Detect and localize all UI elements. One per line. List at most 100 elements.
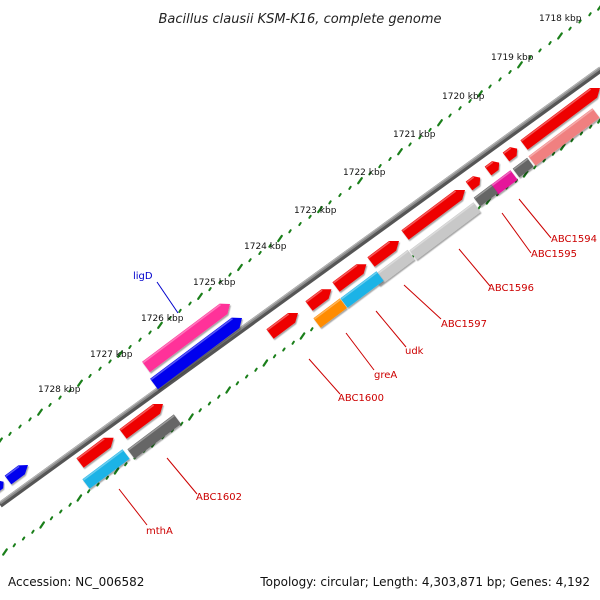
feature-bar-7[interactable] — [332, 264, 367, 292]
outer-tick-60 — [557, 32, 563, 40]
outer-tick-54 — [498, 77, 502, 82]
inner-tick-56 — [522, 170, 529, 178]
outer-tick-44 — [397, 148, 403, 156]
feature-bar-13[interactable] — [0, 480, 4, 493]
feature-bar-16-highlight — [491, 170, 512, 187]
feature-bar-6[interactable] — [367, 241, 399, 267]
feature-bar-1[interactable] — [520, 88, 600, 150]
gene-ABC1602[interactable]: ABC1602 — [166, 457, 242, 503]
feature-bar-10[interactable] — [119, 404, 163, 439]
genome-summary-text: Topology: circular; Length: 4,303,871 bp… — [259, 575, 590, 589]
outer-tick-46 — [418, 135, 422, 140]
outer-tick-20 — [157, 321, 163, 329]
inner-tick-11 — [105, 475, 109, 480]
inner-tick-26 — [245, 374, 249, 379]
feature-bar-22-highlight — [128, 415, 175, 451]
outer-tick-43 — [388, 156, 392, 161]
inner-tick-30 — [282, 347, 286, 352]
gene-label-ABC1595: ABC1595 — [531, 249, 577, 260]
inner-tick-20 — [188, 413, 194, 421]
feature-bar-14[interactable] — [528, 108, 600, 166]
feature-bar-21[interactable] — [313, 298, 347, 328]
feature-bar-10-highlight — [120, 404, 155, 431]
inner-tick-60 — [559, 143, 566, 151]
gene-ABC1597[interactable]: ABC1597 — [403, 284, 487, 330]
outer-tick-30 — [258, 250, 262, 255]
feature-bar-11[interactable] — [76, 437, 114, 468]
feature-bar-4[interactable] — [465, 176, 481, 191]
feature-bar-15[interactable] — [512, 157, 534, 178]
feature-bar-23[interactable] — [82, 449, 130, 489]
inner-tick-24 — [225, 386, 231, 394]
gene-ligD[interactable]: ligD — [133, 271, 179, 314]
outer-tick-27 — [228, 272, 232, 277]
tick-label-9: 1727 kbp — [90, 350, 133, 360]
outer-tick-10 — [58, 395, 62, 400]
inner-tick-1 — [12, 543, 16, 548]
outer-tick-35 — [308, 214, 312, 219]
tick-label-8: 1726 kbp — [141, 314, 184, 324]
feature-bar-20[interactable] — [340, 271, 384, 308]
gene-features — [0, 88, 600, 493]
feature-bar-4-highlight — [466, 176, 475, 183]
feature-bar-3[interactable] — [484, 161, 500, 176]
gene-label-ABC1602: ABC1602 — [196, 492, 242, 503]
inner-tick-2 — [21, 536, 26, 541]
inner-tick-3 — [31, 529, 35, 534]
outer-tick-34 — [298, 222, 302, 227]
feature-bar-12[interactable] — [4, 465, 28, 485]
feature-bar-1-highlight — [521, 88, 592, 142]
feature-bar-18-highlight — [410, 202, 475, 252]
feature-bar-5[interactable] — [401, 190, 465, 240]
inner-tick-0 — [2, 548, 8, 556]
outer-tick-58 — [538, 48, 542, 53]
outer-tick-6 — [18, 424, 22, 429]
outer-tick-19 — [148, 330, 152, 335]
outer-tick-14 — [98, 366, 102, 371]
feature-bar-22[interactable] — [127, 414, 181, 459]
outer-tick-57 — [528, 55, 532, 60]
feature-bar-19[interactable] — [372, 249, 415, 286]
gene-ABC1594[interactable]: ABC1594 — [518, 198, 597, 245]
tick-label-6: 1724 kbp — [244, 242, 287, 252]
inner-tick-7 — [68, 502, 72, 507]
feature-bar-2-highlight — [503, 147, 512, 154]
feature-bar-8[interactable] — [305, 289, 332, 311]
feature-bar-23-highlight — [83, 449, 124, 481]
feature-bar-6-highlight — [368, 241, 391, 259]
inner-tick-25 — [235, 381, 240, 386]
inner-tick-8 — [76, 494, 83, 502]
outer-tick-11 — [68, 388, 72, 393]
inner-tick-23 — [217, 394, 221, 399]
inner-tick-10 — [96, 482, 100, 487]
gene-udk[interactable]: udk — [375, 310, 424, 357]
accession-text: Accession: NC_006582 — [8, 575, 144, 589]
gene-ABC1596[interactable]: ABC1596 — [458, 248, 534, 294]
gene-mthA[interactable]: mthA — [118, 488, 173, 537]
feature-bar-17-highlight — [474, 185, 493, 199]
feature-bar-ligD-lower[interactable] — [150, 317, 242, 390]
inner-tick-33 — [310, 327, 314, 332]
gene-greA[interactable]: greA — [345, 332, 397, 381]
inner-tick-22 — [207, 401, 212, 406]
inner-tick-63 — [589, 124, 593, 129]
outer-tick-47 — [428, 127, 432, 132]
feature-bar-16[interactable] — [490, 170, 518, 195]
gene-label-ABC1597: ABC1597 — [441, 319, 487, 330]
outer-tick-31 — [268, 243, 272, 248]
feature-bar-8-highlight — [306, 289, 323, 303]
inner-tick-21 — [198, 408, 202, 413]
tick-label-7: 1725 kbp — [193, 278, 236, 288]
feature-bar-ligD-lower-highlight — [150, 318, 233, 381]
outer-tick-track — [0, 5, 600, 443]
feature-bar-9[interactable] — [266, 313, 298, 339]
gene-ABC1595[interactable]: ABC1595 — [501, 212, 577, 260]
gene-ABC1600[interactable]: ABC1600 — [308, 358, 384, 404]
outer-tick-26 — [218, 279, 222, 284]
feature-bar-ligD-upper[interactable] — [142, 303, 230, 373]
feature-bar-18[interactable] — [409, 202, 481, 260]
feature-bar-2[interactable] — [502, 147, 518, 162]
inner-tick-19 — [179, 421, 184, 426]
outer-tick-42 — [378, 164, 382, 169]
feature-bar-17[interactable] — [473, 184, 498, 207]
